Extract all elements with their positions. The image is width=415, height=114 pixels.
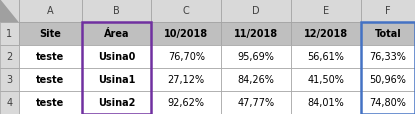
Text: 3: 3 bbox=[6, 75, 12, 85]
Bar bbox=[361, 23, 415, 114]
Bar bbox=[361, 46, 415, 68]
Bar bbox=[19, 0, 82, 23]
Bar bbox=[221, 46, 291, 68]
Text: F: F bbox=[385, 6, 391, 16]
Text: D: D bbox=[252, 6, 260, 16]
Text: Usina2: Usina2 bbox=[98, 98, 135, 108]
Text: 11/2018: 11/2018 bbox=[234, 29, 278, 39]
Text: 76,70%: 76,70% bbox=[168, 52, 205, 62]
Bar bbox=[291, 0, 361, 23]
Text: 92,62%: 92,62% bbox=[168, 98, 205, 108]
Text: 74,80%: 74,80% bbox=[369, 98, 406, 108]
Text: 84,26%: 84,26% bbox=[237, 75, 274, 85]
Bar bbox=[82, 23, 151, 114]
Text: C: C bbox=[183, 6, 190, 16]
Bar bbox=[19, 23, 82, 46]
Bar bbox=[361, 23, 415, 46]
Text: 12/2018: 12/2018 bbox=[304, 29, 348, 39]
Text: teste: teste bbox=[36, 98, 64, 108]
Bar bbox=[0, 0, 19, 23]
Text: A: A bbox=[47, 6, 54, 16]
Bar bbox=[291, 91, 361, 114]
Bar bbox=[19, 46, 82, 68]
Bar bbox=[291, 46, 361, 68]
Bar bbox=[361, 91, 415, 114]
Bar bbox=[0, 91, 19, 114]
Text: 84,01%: 84,01% bbox=[308, 98, 344, 108]
Text: Site: Site bbox=[39, 29, 61, 39]
Bar bbox=[361, 0, 415, 23]
Text: teste: teste bbox=[36, 52, 64, 62]
Bar bbox=[291, 68, 361, 91]
Bar bbox=[82, 23, 151, 46]
Text: 10/2018: 10/2018 bbox=[164, 29, 208, 39]
Polygon shape bbox=[0, 0, 19, 23]
Bar bbox=[151, 46, 221, 68]
Text: B: B bbox=[113, 6, 120, 16]
Bar bbox=[19, 68, 82, 91]
Bar bbox=[82, 0, 151, 23]
Text: 76,33%: 76,33% bbox=[369, 52, 406, 62]
Text: Usina1: Usina1 bbox=[98, 75, 135, 85]
Text: Área: Área bbox=[104, 29, 129, 39]
Text: 27,12%: 27,12% bbox=[168, 75, 205, 85]
Text: Total: Total bbox=[374, 29, 401, 39]
Text: 1: 1 bbox=[6, 29, 12, 39]
Bar bbox=[151, 91, 221, 114]
Text: 47,77%: 47,77% bbox=[237, 98, 275, 108]
Bar bbox=[221, 0, 291, 23]
Bar bbox=[82, 91, 151, 114]
Bar bbox=[82, 68, 151, 91]
Text: 41,50%: 41,50% bbox=[307, 75, 344, 85]
Bar bbox=[82, 46, 151, 68]
Text: Usina0: Usina0 bbox=[98, 52, 135, 62]
Bar bbox=[151, 0, 221, 23]
Text: teste: teste bbox=[36, 75, 64, 85]
Text: 2: 2 bbox=[6, 52, 12, 62]
Bar bbox=[0, 46, 19, 68]
Bar bbox=[0, 23, 19, 46]
Bar bbox=[0, 68, 19, 91]
Text: 95,69%: 95,69% bbox=[237, 52, 274, 62]
Text: 4: 4 bbox=[6, 98, 12, 108]
Text: 50,96%: 50,96% bbox=[369, 75, 406, 85]
Bar bbox=[151, 68, 221, 91]
Bar bbox=[151, 23, 221, 46]
Bar bbox=[221, 91, 291, 114]
Bar bbox=[221, 68, 291, 91]
Bar bbox=[221, 23, 291, 46]
Text: 56,61%: 56,61% bbox=[307, 52, 344, 62]
Bar bbox=[291, 23, 361, 46]
Bar bbox=[19, 91, 82, 114]
Text: E: E bbox=[322, 6, 329, 16]
Bar bbox=[361, 68, 415, 91]
